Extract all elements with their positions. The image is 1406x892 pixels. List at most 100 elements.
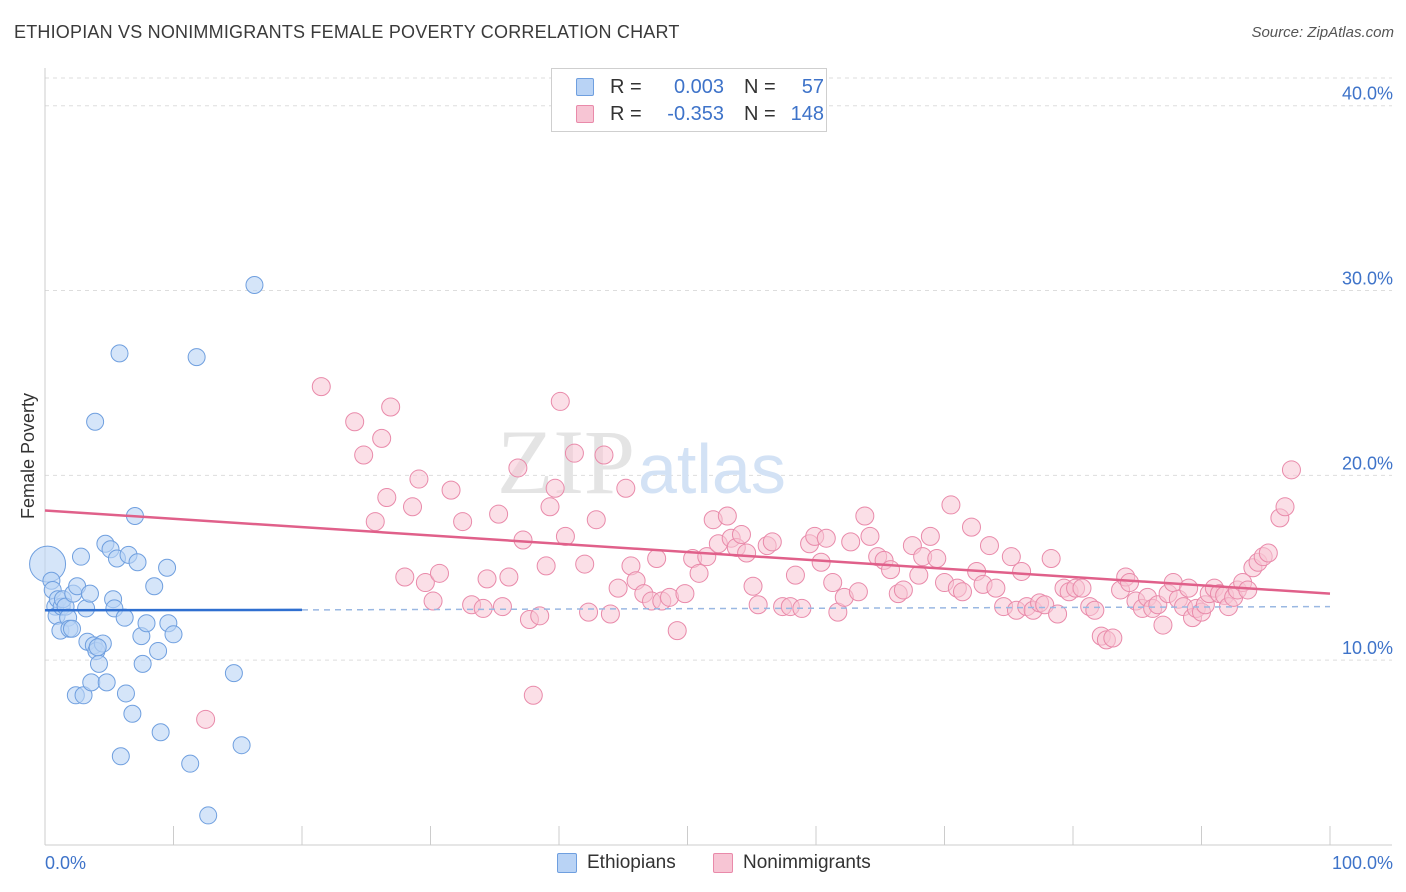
nonimmigrants-point bbox=[409, 469, 429, 489]
nonimmigrants-point bbox=[927, 549, 947, 569]
nonimmigrants-point bbox=[492, 597, 512, 617]
nonimmigrants-point bbox=[941, 495, 961, 515]
nonimmigrants-point bbox=[540, 497, 560, 517]
nonimmigrants-point bbox=[823, 573, 843, 593]
nonimmigrants-point bbox=[1281, 460, 1301, 480]
nonimmigrants-point bbox=[979, 536, 999, 556]
nonimmigrants-point bbox=[860, 526, 880, 546]
legend-r-key: R = bbox=[610, 75, 642, 98]
nonimmigrants-point bbox=[762, 532, 782, 552]
legend-n-value: 148 bbox=[790, 102, 824, 125]
legend-r-value: -0.353 bbox=[667, 102, 724, 125]
legend-item-nonimmigrants[interactable]: Nonimmigrants bbox=[713, 852, 871, 874]
ethiopians-point bbox=[128, 553, 147, 572]
y-tick-label: 10.0% bbox=[1342, 638, 1393, 658]
nonimmigrants-point bbox=[616, 478, 636, 498]
nonimmigrants-point bbox=[1103, 628, 1123, 648]
ethiopians-point bbox=[232, 736, 251, 755]
nonimmigrants-point bbox=[429, 563, 449, 583]
chart-title: ETHIOPIAN VS NONIMMIGRANTS FEMALE POVERT… bbox=[14, 22, 680, 42]
correlation-legend: R = 0.003 N = 57 R = -0.353 N = 148 bbox=[551, 68, 827, 132]
ethiopians-point bbox=[123, 704, 142, 723]
nonimmigrants-point bbox=[550, 391, 570, 411]
nonimmigrants-point bbox=[881, 560, 901, 580]
legend-n-key: N = bbox=[744, 102, 776, 125]
nonimmigrants-point bbox=[377, 488, 397, 508]
nonimmigrants-trend-line bbox=[44, 509, 1331, 595]
nonimmigrants-point bbox=[855, 506, 875, 526]
nonimmigrants-point bbox=[586, 510, 606, 530]
ethiopians-point bbox=[245, 275, 264, 294]
ethiopians-point bbox=[187, 348, 206, 367]
legend-swatch-pink bbox=[713, 853, 733, 873]
nonimmigrants-point bbox=[1012, 561, 1032, 581]
nonimmigrants-point bbox=[893, 580, 913, 600]
nonimmigrants-point bbox=[961, 517, 981, 537]
ethiopians-point bbox=[115, 608, 134, 627]
nonimmigrants-point bbox=[473, 598, 493, 618]
nonimmigrants-point bbox=[1275, 497, 1295, 517]
nonimmigrants-point bbox=[354, 445, 374, 465]
y-tick-label: 40.0% bbox=[1342, 84, 1393, 104]
nonimmigrants-point bbox=[748, 595, 768, 615]
nonimmigrants-point bbox=[372, 428, 392, 448]
axes bbox=[44, 68, 1392, 846]
nonimmigrants-point bbox=[536, 556, 556, 576]
x-tick-label: 0.0% bbox=[45, 853, 86, 873]
legend-item-ethiopians[interactable]: Ethiopians bbox=[557, 852, 676, 874]
ethiopians-point bbox=[71, 547, 90, 566]
nonimmigrants-point bbox=[731, 525, 751, 545]
nonimmigrants-point bbox=[952, 582, 972, 602]
legend-r-value: 0.003 bbox=[673, 75, 724, 98]
nonimmigrants-point bbox=[1258, 543, 1278, 563]
legend-r-key: R = bbox=[610, 102, 642, 125]
nonimmigrants-point bbox=[816, 528, 836, 548]
ethiopians-point bbox=[110, 344, 129, 363]
ethiopians-point bbox=[77, 599, 96, 618]
ethiopians-point bbox=[164, 625, 183, 644]
legend-row-nonimmigrants: R = -0.353 N = 148 bbox=[576, 101, 824, 127]
nonimmigrants-point bbox=[499, 567, 519, 587]
nonimmigrants-point bbox=[675, 584, 695, 604]
ethiopians-point bbox=[111, 747, 130, 766]
nonimmigrants-point bbox=[1035, 595, 1055, 615]
nonimmigrants-point bbox=[441, 480, 461, 500]
y-tick-label: 20.0% bbox=[1342, 453, 1393, 473]
nonimmigrants-point bbox=[530, 606, 550, 626]
ethiopians-point bbox=[137, 614, 156, 633]
legend-swatch-blue bbox=[576, 78, 594, 96]
nonimmigrants-point bbox=[600, 604, 620, 624]
trend-lines bbox=[44, 509, 1331, 612]
nonimmigrants-point bbox=[594, 445, 614, 465]
nonimmigrants-point bbox=[909, 565, 929, 585]
ethiopians-point bbox=[181, 754, 200, 773]
nonimmigrants-point bbox=[345, 412, 365, 432]
nonimmigrants-point bbox=[1041, 549, 1061, 569]
nonimmigrants-point bbox=[667, 621, 687, 641]
ethiopians-point bbox=[62, 619, 81, 638]
ethiopians-point bbox=[224, 664, 243, 683]
ethiopians-point bbox=[133, 654, 152, 673]
ethiopians-point bbox=[80, 584, 99, 603]
nonimmigrants-point bbox=[564, 443, 584, 463]
y-axis-label: Female Poverty bbox=[18, 393, 38, 519]
nonimmigrants-point bbox=[1085, 600, 1105, 620]
nonimmigrants-point bbox=[508, 458, 528, 478]
nonimmigrants-point bbox=[717, 506, 737, 526]
nonimmigrants-point bbox=[545, 478, 565, 498]
ethiopians-point bbox=[97, 673, 116, 692]
nonimmigrants-point bbox=[311, 377, 331, 397]
nonimmigrants-point bbox=[1120, 573, 1140, 593]
watermark-atlas: atlas bbox=[638, 430, 786, 508]
nonimmigrants-point bbox=[415, 573, 435, 593]
ethiopians-point bbox=[116, 684, 135, 703]
nonimmigrants-point bbox=[489, 504, 509, 524]
nonimmigrants-point bbox=[743, 576, 763, 596]
nonimmigrants-point bbox=[575, 554, 595, 574]
legend-row-ethiopians: R = 0.003 N = 57 bbox=[576, 74, 824, 100]
nonimmigrants-point bbox=[986, 578, 1006, 598]
axis-labels: 10.0% 20.0% 30.0% 40.0% 0.0% 100.0% bbox=[45, 84, 1393, 873]
nonimmigrants-point bbox=[477, 569, 497, 589]
series-legend: Ethiopians Nonimmigrants bbox=[0, 852, 1406, 878]
